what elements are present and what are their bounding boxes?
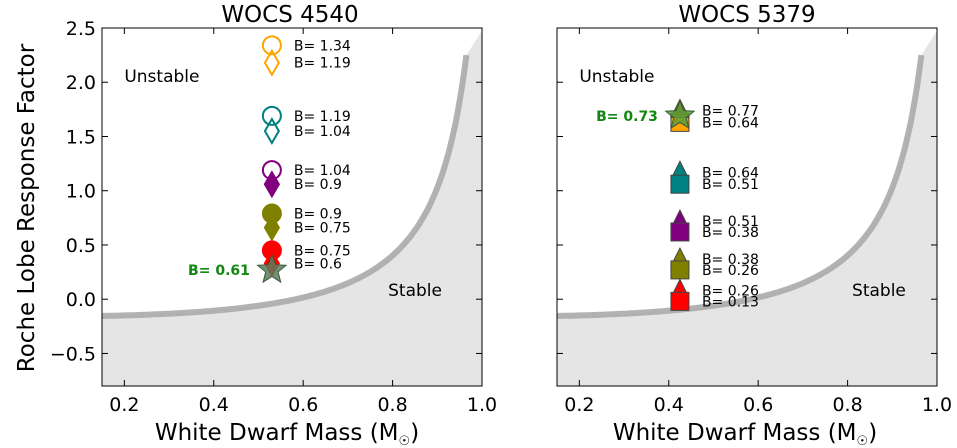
panel-title: WOCS 5379 [678,2,815,28]
y-tick-label: 2.0 [66,72,96,94]
marker-label: B= 1.19 [294,109,351,125]
square-marker [670,222,690,242]
y-tick-label: 1.0 [66,181,96,203]
x-axis-label-text: White Dwarf Mass (M [155,420,399,446]
x-tick-label: 0.4 [654,394,684,416]
x-tick-label: 1.0 [922,394,952,416]
marker-label: B= 0.75 [294,243,351,259]
y-tick-label: −0.5 [50,343,96,365]
axes-frame [556,27,938,387]
stable-region-fill [102,30,482,386]
star-marker [664,99,696,130]
stable-region-group [557,30,937,386]
square-marker [670,260,690,280]
marker-label: B= 0.9 [294,177,342,193]
marker-label: B= 0.6 [294,256,342,272]
panel-wocs-4540: WOCS 4540 0.2 0.4 0.6 0.8 1.0 −0.5 0.0 0.5 1.0 1.… [50,2,497,448]
square-marker [670,291,690,311]
marker-label: B= 0.51 [702,177,759,193]
region-label: Stable [388,281,442,301]
marker-label: B= 1.34 [294,38,351,54]
region-label: Stable [852,281,906,301]
y-tick-label: 2.5 [66,18,96,40]
x-tick-label: 0.8 [377,394,407,416]
y-tick-label: 0.0 [66,289,96,311]
panel-wocs-5379: WOCS 5379 0.2 0.4 0.6 0.8 1.0 Unstable Stable B… [556,2,952,448]
x-axis-label-sun-symbol: ☉ [399,434,411,448]
marker-label: B= 0.38 [702,252,759,268]
marker-label: B= 0.13 [702,294,759,310]
marker-label: B= 0.64 [702,115,759,131]
star-label: B= 0.61 [188,263,250,279]
marker-label: B= 0.77 [702,103,759,119]
diamond-marker [263,170,281,199]
diamond-marker [263,48,281,77]
marker-label: B= 0.51 [702,214,759,230]
x-axis-label-close: ) [410,420,419,446]
y-axis-label: Roche Lobe Response Factor [14,43,40,372]
region-label: Unstable [579,67,654,87]
diamond-marker [263,117,281,146]
x-tick-label: 0.6 [743,394,773,416]
x-tick-label: 0.6 [288,394,318,416]
marker-label: B= 1.04 [294,124,351,140]
stable-region-fill [557,30,937,386]
plot-area: 0.2 0.4 0.6 0.8 1.0 −0.5 0.0 0.5 1.0 1.5 2.0 2.5 Uns… [50,18,497,416]
x-tick-label: 0.8 [832,394,862,416]
x-tick-label: 1.0 [467,394,497,416]
marker-label: B= 0.75 [294,221,351,237]
star-label: B= 0.73 [596,109,658,125]
marker-label: B= 0.64 [702,165,759,181]
marker-label: B= 0.9 [294,207,342,223]
marker-label: B= 1.19 [294,56,351,72]
stable-region-group [102,30,482,386]
circle-marker [261,35,282,56]
marker-label: B= 0.26 [702,263,759,279]
stability-boundary-curve [102,54,470,319]
marker-label: B= 0.38 [702,225,759,241]
marker-label: B= 1.04 [294,163,351,179]
x-tick-label: 0.2 [109,394,139,416]
marker-label: B= 0.26 [702,284,759,300]
x-axis-label-text: White Dwarf Mass (M [613,420,857,446]
x-axis-label-sun-symbol: ☉ [857,434,869,448]
axes-frame [101,27,483,387]
region-label: Unstable [124,67,199,87]
x-tick-label: 0.4 [199,394,229,416]
x-axis-label-close: ) [868,420,877,446]
panel-title: WOCS 4540 [221,2,358,28]
diamond-marker [263,213,281,242]
star-marker [256,253,288,284]
x-tick-label: 0.2 [564,394,594,416]
y-tick-label: 0.5 [66,235,96,257]
x-axis-label: White Dwarf Mass (M☉) [155,420,419,448]
x-axis-label: White Dwarf Mass (M☉) [613,420,877,448]
y-tick-label: 1.5 [66,126,96,148]
circle-marker [261,105,282,126]
stability-boundary-curve [557,54,925,319]
square-marker [670,174,690,194]
